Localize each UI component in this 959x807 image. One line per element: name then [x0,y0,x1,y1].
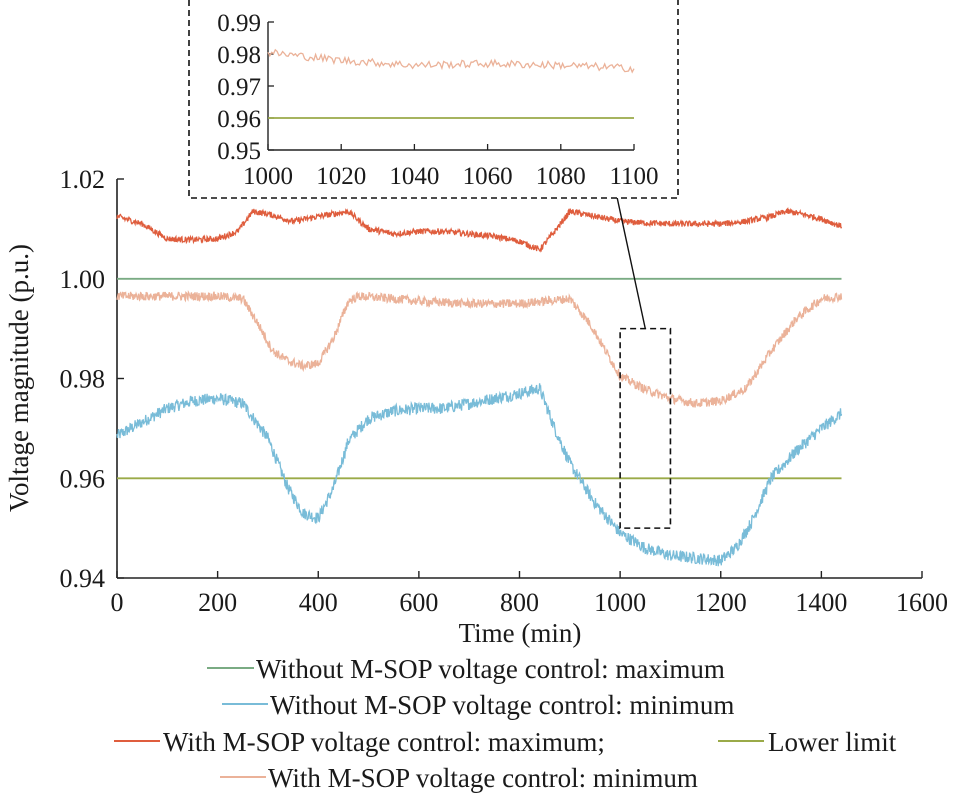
series-with-max [116,207,843,253]
y-axis-title: Voltage magnitude (p.u.) [4,244,34,512]
x-tick-label: 400 [299,588,338,617]
inset-y-tick-label: 0.95 [217,138,261,165]
legend-item-without-max: Without M-SOP voltage control: maximum [207,654,725,684]
x-tick-label: 1200 [695,588,747,617]
x-axis-title: Time (min) [459,618,582,648]
legend-label-lower-limit: Lower limit [768,727,897,757]
inset-y-tick-label: 0.99 [217,10,261,37]
legend-item-without-min: Without M-SOP voltage control: minimum [222,690,734,720]
legend-item-with-max: With M-SOP voltage control: maximum; [114,727,605,757]
x-tick-label: 600 [399,588,438,617]
main-ticks: 0 200 400 600 800 1000 1200 1400 1600 0.94 0.96 0.9… [60,165,949,617]
y-tick-label: 0.98 [60,365,106,394]
zoom-leader-line [616,196,646,329]
legend-label-without-max: Without M-SOP voltage control: maximum [256,654,725,684]
inset-y-tick-label: 0.96 [217,106,261,133]
y-tick-label: 1.02 [60,165,106,194]
y-tick-label: 1.00 [60,265,106,294]
inset-x-tick-label: 1000 [243,163,293,190]
x-tick-label: 800 [500,588,539,617]
main-axes [116,179,922,579]
y-tick-label: 0.96 [60,464,106,493]
inset-frame [188,0,679,199]
legend-item-with-min: With M-SOP voltage control: minimum [220,763,698,793]
inset-y-tick-label: 0.97 [217,74,261,101]
legend-label-without-min: Without M-SOP voltage control: minimum [270,690,734,720]
legend-label-with-max: With M-SOP voltage control: maximum; [163,727,605,757]
legend: Without M-SOP voltage control: maximum W… [114,654,897,793]
inset-y-tick-label: 0.98 [217,42,261,69]
x-tick-label: 0 [111,588,124,617]
legend-label-with-min: With M-SOP voltage control: minimum [268,763,698,793]
inset-x-tick-label: 1040 [389,163,439,190]
inset-series [267,48,635,119]
zoom-box [619,327,672,529]
inset-x-tick-label: 1060 [463,163,513,190]
inset-x-tick-label: 1100 [609,163,658,190]
inset-plot: 1000 1020 1040 1060 1080 1100 0.95 0.96 0.97 0.98… [188,0,679,199]
inset-x-tick-label: 1080 [536,163,586,190]
inset-ticks: 1000 1020 1040 1060 1080 1100 0.95 0.96 0.97 0.98… [217,10,658,190]
y-tick-label: 0.94 [60,564,106,593]
inset-series-with-min [267,48,635,74]
series-without-min [116,383,843,567]
inset-x-tick-label: 1020 [316,163,366,190]
zoom-marker [616,196,672,529]
x-tick-label: 1400 [795,588,847,617]
main-series [116,207,843,567]
x-tick-label: 200 [198,588,237,617]
legend-item-lower-limit: Lower limit [718,727,897,757]
series-with-min [116,289,843,408]
x-tick-label: 1600 [896,588,948,617]
x-tick-label: 1000 [594,588,646,617]
